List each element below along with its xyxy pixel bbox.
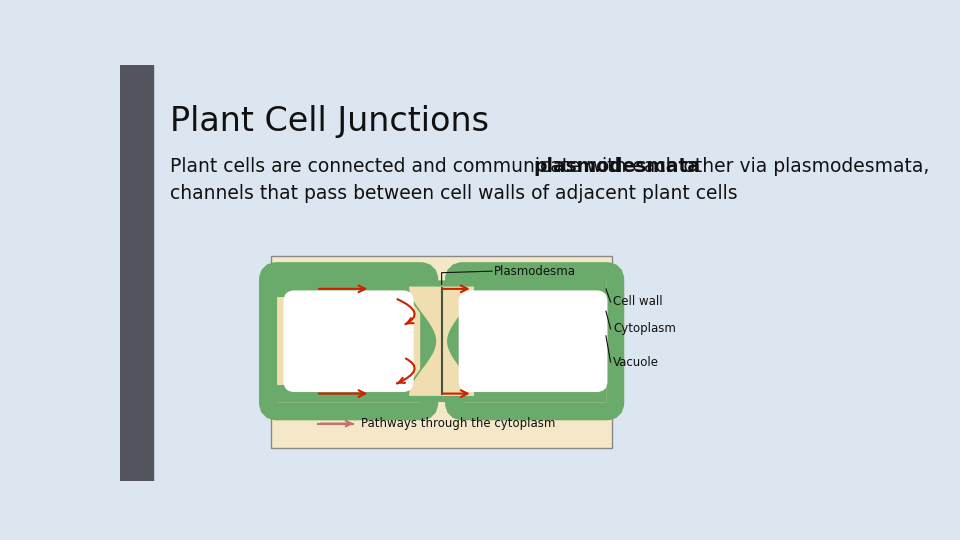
Text: Cytoplasm: Cytoplasm bbox=[612, 322, 676, 335]
Bar bbox=[277, 385, 420, 402]
FancyBboxPatch shape bbox=[459, 291, 608, 392]
Bar bbox=[271, 256, 612, 448]
Text: plasmodesmata: plasmodesmata bbox=[533, 157, 700, 176]
FancyBboxPatch shape bbox=[283, 291, 414, 392]
Bar bbox=[277, 280, 420, 298]
Text: Plant cells are connected and communicate with each other via plasmodesmata,
cha: Plant cells are connected and communicat… bbox=[170, 157, 929, 202]
FancyBboxPatch shape bbox=[454, 271, 615, 411]
Text: Pathways through the cytoplasm: Pathways through the cytoplasm bbox=[361, 417, 556, 430]
Text: Vacuole: Vacuole bbox=[612, 355, 659, 368]
FancyBboxPatch shape bbox=[268, 271, 429, 411]
Bar bbox=[464, 280, 606, 298]
Text: Cell wall: Cell wall bbox=[612, 295, 662, 308]
Text: Plant Cell Junctions: Plant Cell Junctions bbox=[170, 105, 490, 138]
Polygon shape bbox=[403, 280, 480, 402]
Text: Plasmodesma: Plasmodesma bbox=[494, 265, 576, 278]
Polygon shape bbox=[409, 287, 474, 396]
Bar bbox=[120, 65, 153, 481]
Bar bbox=[464, 385, 606, 402]
